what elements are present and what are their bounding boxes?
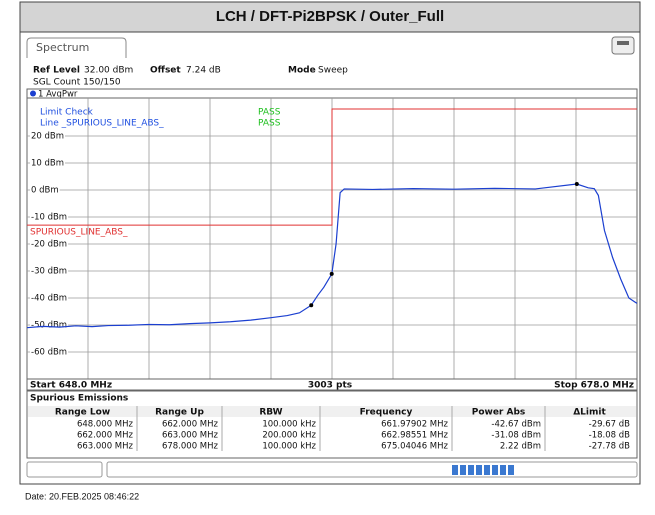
points: 3003 pts [308, 381, 352, 391]
offset: 7.24 dB [186, 66, 221, 76]
ref-level-label: Ref Level [33, 66, 80, 76]
y-tick-label: 10 dBm [31, 159, 64, 169]
y-tick-label: -40 dBm [31, 294, 67, 304]
cell: 662.000 MHz [77, 431, 134, 441]
cell: -31.08 dBm [491, 431, 541, 441]
cell: 675.04046 MHz [381, 442, 448, 452]
cell: 2.22 dBm [500, 442, 541, 452]
start-freq: Start 648.0 MHz [30, 381, 112, 391]
menu-icon-part [617, 41, 629, 45]
offset-label: Offset [150, 66, 181, 76]
status-box[interactable] [26, 461, 103, 478]
column-header: Range Low [55, 408, 110, 418]
marker [329, 271, 334, 276]
table-header-bg [28, 406, 636, 417]
cell: 663.000 MHz [162, 431, 219, 441]
cell: 100.000 kHz [262, 442, 316, 452]
ref-level: 32.00 dBm [84, 66, 133, 76]
cell: 663.000 MHz [77, 442, 134, 452]
table-title: Spurious Emissions [30, 394, 128, 404]
label-bg [30, 158, 66, 169]
marker [309, 303, 314, 308]
sweep-bar [26, 378, 638, 391]
tab[interactable] [26, 37, 127, 58]
limit-check-result: PASS [258, 108, 281, 118]
mode: Sweep [318, 66, 348, 76]
limit-line-name: SPURIOUS_LINE_ABS_ [30, 228, 128, 238]
y-tick-label: 0 dBm [31, 186, 59, 196]
label-bg [30, 320, 69, 331]
cell: 662.98551 MHz [381, 431, 448, 441]
trace [26, 183, 638, 329]
limit-line-label: Line _SPURIOUS_LINE_ABS_ [40, 119, 164, 129]
marker [574, 182, 579, 187]
progress [452, 465, 514, 475]
cell: -29.67 dB [589, 420, 630, 430]
date: Date: 20.FEB.2025 08:46:22 [25, 491, 139, 501]
label-bg [30, 293, 69, 304]
label-bg [30, 239, 69, 250]
cell: 100.000 kHz [262, 420, 316, 430]
stop-freq: Stop 678.0 MHz [554, 381, 634, 391]
column-header: Range Up [155, 408, 204, 418]
trace-header [26, 88, 638, 99]
title: LCH / DFT-Pi2BPSK / Outer_Full [216, 8, 444, 25]
trace-dot [30, 90, 36, 97]
column-header: Frequency [360, 408, 413, 418]
label-bg [30, 347, 69, 358]
cell: 648.000 MHz [77, 420, 134, 430]
menu-icon[interactable] [611, 36, 635, 55]
cell: -42.67 dBm [491, 420, 541, 430]
table-frame [26, 390, 638, 459]
y-tick-label: -20 dBm [31, 240, 67, 250]
limit-check-label: Limit Check [40, 108, 94, 118]
label-bg [30, 185, 60, 196]
y-tick-label: -10 dBm [31, 213, 67, 223]
sgl-count: SGL Count 150/150 [33, 78, 121, 88]
trace-label: 1 AvgPwr [38, 90, 78, 100]
title-bar [19, 1, 641, 33]
y-tick-label: -60 dBm [31, 348, 67, 358]
y-tick-label: -50 dBm [31, 321, 67, 331]
limit-line-result: PASS [258, 119, 281, 129]
status-box[interactable] [106, 461, 638, 478]
cell: 662.000 MHz [162, 420, 219, 430]
column-header: RBW [259, 408, 282, 418]
label-bg [30, 212, 69, 223]
label-bg [30, 131, 66, 142]
mode-label: Mode [288, 66, 316, 76]
cell: -18.08 dB [589, 431, 630, 441]
y-tick-label: 20 dBm [31, 132, 64, 142]
y-tick-label: -30 dBm [31, 267, 67, 277]
column-header: Power Abs [472, 408, 526, 418]
cell: -27.78 dB [589, 442, 630, 452]
cell: 678.000 MHz [162, 442, 219, 452]
cell: 661.97902 MHz [381, 420, 448, 430]
column-header: ΔLimit [573, 408, 606, 418]
cell: 200.000 kHz [262, 431, 316, 441]
tab-label[interactable]: Spectrum [36, 41, 89, 54]
label-bg [30, 266, 69, 277]
limit-line [27, 108, 637, 226]
